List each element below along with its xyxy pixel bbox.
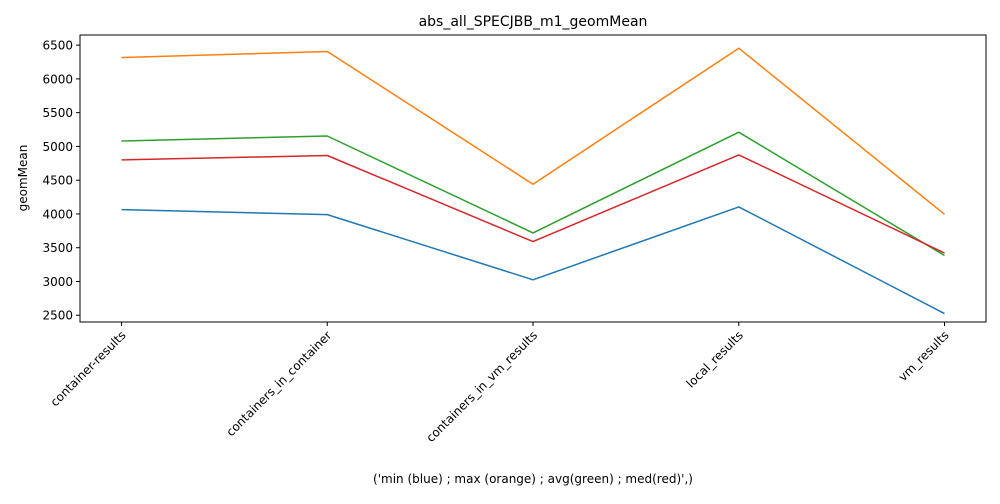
y-tick-label: 4000	[42, 207, 73, 221]
x-tick-label: containers_in_vm_results	[423, 328, 540, 445]
y-tick-label: 5500	[42, 106, 73, 120]
plot-frame	[79, 34, 987, 323]
y-tick-label: 3500	[42, 241, 73, 255]
y-tick-label: 6500	[42, 39, 73, 53]
y-axis-label: geomMean	[16, 145, 30, 212]
y-axis: 2500 3000 3500 4000 4500 5000 5500 6000 6500	[42, 39, 80, 323]
x-axis-label: ('min (blue) ; max (orange) ; avg(green)…	[373, 472, 693, 486]
series-line-1	[121, 47, 945, 215]
x-tick-label: container-results	[48, 328, 129, 409]
y-tick-label: 2500	[42, 309, 73, 323]
y-tick-label: 5000	[42, 140, 73, 154]
x-axis: container-results containers_in_container…	[48, 322, 952, 445]
y-tick-label: 3000	[42, 275, 73, 289]
x-tick-label: containers_in_container	[223, 328, 334, 439]
y-tick-label: 6000	[42, 72, 73, 86]
x-tick-label: local_results	[684, 328, 746, 390]
series-line-0	[121, 206, 945, 315]
series-line-2	[121, 131, 945, 257]
x-tick-label: vm_results	[896, 328, 952, 384]
series-line-3	[121, 154, 945, 254]
series-layer	[121, 47, 945, 315]
y-tick-label: 4500	[42, 174, 73, 188]
chart-title: abs_all_SPECJBB_m1_geomMean	[419, 14, 648, 30]
